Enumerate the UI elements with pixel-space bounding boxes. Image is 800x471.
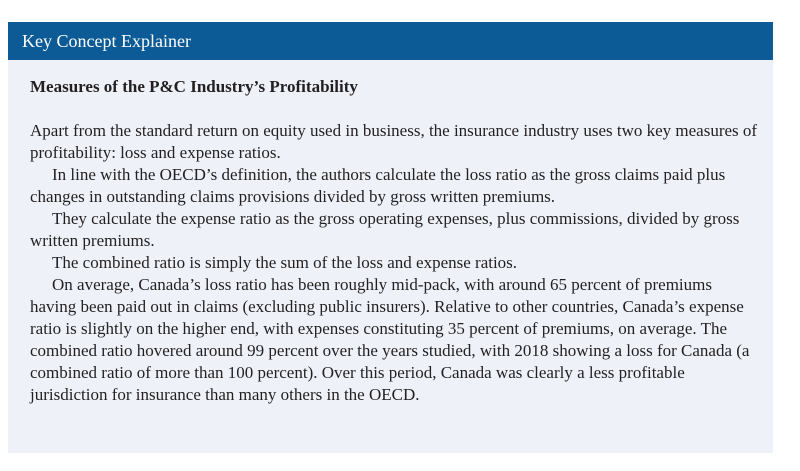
- paragraph: In line with the OECD’s definition, the …: [30, 165, 726, 206]
- paragraph: Apart from the standard return on equity…: [30, 121, 758, 162]
- explainer-box: Key Concept Explainer Measures of the P&…: [8, 22, 773, 453]
- paragraph: On average, Canada’s loss ratio has been…: [30, 275, 750, 404]
- box-content: Measures of the P&C Industry’s Profitabi…: [8, 60, 773, 406]
- section-heading: Measures of the P&C Industry’s Profitabi…: [30, 77, 358, 96]
- paragraph: The combined ratio is simply the sum of …: [52, 253, 518, 272]
- box-title: Key Concept Explainer: [8, 22, 773, 60]
- paragraph: They calculate the expense ratio as the …: [30, 209, 740, 250]
